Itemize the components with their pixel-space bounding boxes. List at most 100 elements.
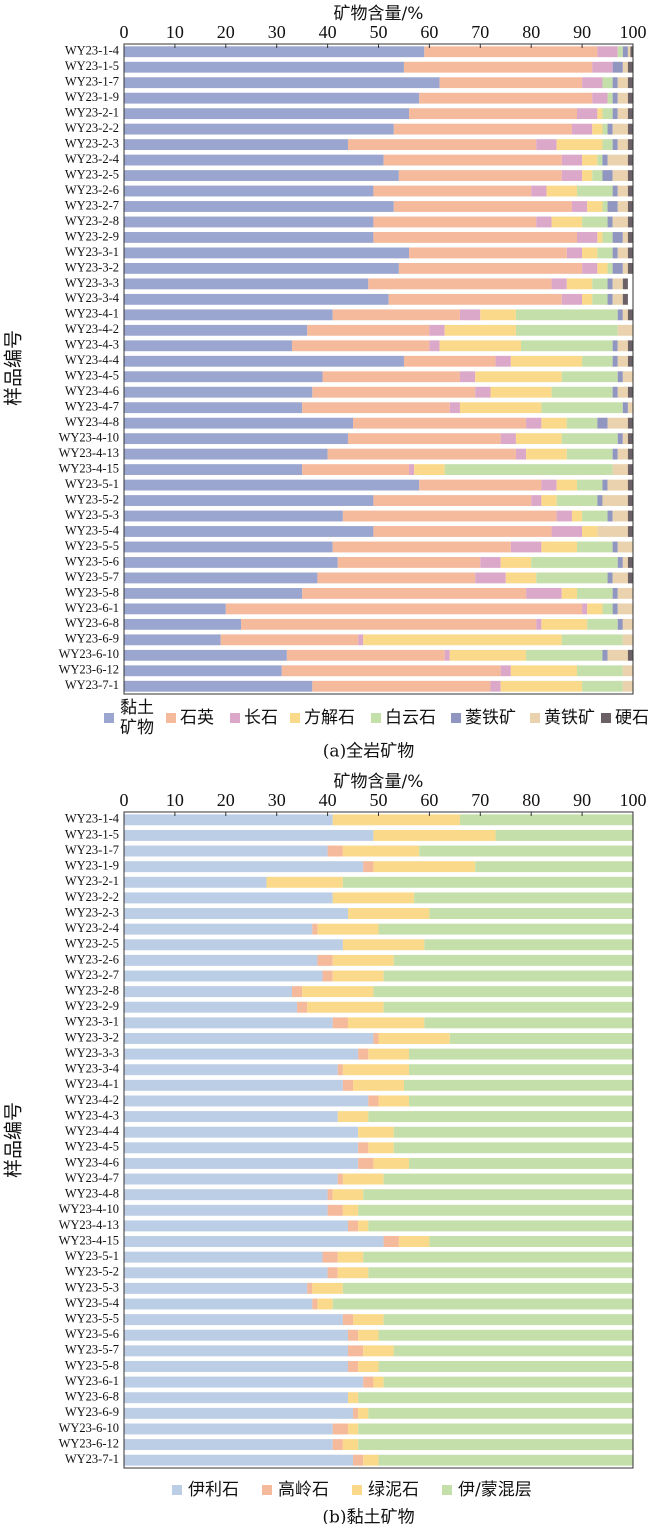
bar-segment <box>627 262 633 274</box>
bar-segment <box>597 526 628 537</box>
x-tick-label: 100 <box>620 22 647 42</box>
category-label: WY23-5-3 <box>65 1280 119 1294</box>
bar-segment <box>393 1126 633 1138</box>
bar-segment <box>358 1392 633 1404</box>
bar-segment <box>124 495 374 506</box>
bar-segment <box>302 986 374 998</box>
bar-segment <box>398 1236 430 1247</box>
bar-segment <box>449 1033 633 1044</box>
legend-label: 方解石 <box>304 708 355 728</box>
bar-segment <box>627 216 633 228</box>
category-label: WY23-3-1 <box>65 1015 119 1029</box>
legend-label: 白云石 <box>385 708 436 728</box>
bar-segment <box>342 1282 633 1294</box>
bar-segment <box>342 939 425 951</box>
category-label: WY23-5-8 <box>65 1358 119 1372</box>
bar-segment <box>124 309 333 321</box>
bar-segment <box>124 1267 328 1279</box>
bar-segment <box>124 603 226 615</box>
bar-segment <box>124 1282 308 1294</box>
bar-segment <box>124 170 399 181</box>
bar-segment <box>561 170 583 181</box>
legend-label: 长石 <box>244 708 278 728</box>
bar-segment <box>124 1220 348 1232</box>
bar-segment <box>627 247 633 259</box>
bar-segment <box>551 386 613 398</box>
bar-segment <box>124 939 343 951</box>
legend-swatch <box>352 1485 362 1495</box>
legend-swatch <box>172 1485 182 1495</box>
bar-segment <box>286 649 445 661</box>
category-label: WY23-2-5 <box>65 167 119 181</box>
bar-segment <box>617 324 633 336</box>
category-label: WY23-6-8 <box>65 1390 119 1404</box>
bar-segment <box>322 1251 338 1263</box>
bar-segment <box>622 371 633 383</box>
bar-segment <box>302 402 450 414</box>
bar-segment <box>363 634 562 646</box>
bar-segment <box>317 923 379 935</box>
bar-segment <box>124 572 318 584</box>
bar-segment <box>124 970 323 982</box>
category-label: WY23-2-3 <box>65 136 119 150</box>
bar-segment <box>317 954 333 966</box>
bar-segment <box>291 340 430 352</box>
bar-segment <box>124 1017 333 1029</box>
bar-segment <box>612 61 623 73</box>
x-tick-label: 30 <box>268 790 286 810</box>
bar-segment <box>622 665 633 677</box>
bar-segment <box>617 448 628 460</box>
bar-segment <box>124 680 313 692</box>
bar-segment <box>531 495 542 506</box>
category-label: WY23-3-4 <box>65 1062 120 1076</box>
bar-segment <box>124 433 348 445</box>
bar-segment <box>383 1236 399 1247</box>
bar-segment <box>627 185 633 197</box>
bar-segment <box>398 262 583 274</box>
bar-segment <box>368 278 552 290</box>
bar-segment <box>627 170 633 181</box>
bar-segment <box>124 448 328 460</box>
bar-segment <box>515 433 562 445</box>
category-label: WY23-4-8 <box>65 1187 119 1201</box>
x-tick-label: 30 <box>268 22 286 42</box>
bar-segment <box>124 77 440 89</box>
bar-segment <box>409 1157 633 1169</box>
bar-segment <box>592 61 613 73</box>
bar-segment <box>373 1033 379 1044</box>
bar-segment <box>592 278 608 290</box>
category-label: WY23-4-6 <box>65 1155 119 1169</box>
bar-segment <box>571 201 588 212</box>
bar-segment <box>612 139 618 151</box>
bar-segment <box>622 262 628 274</box>
x-axis-title: 矿物含量/% <box>334 4 424 24</box>
legend-label: 石英 <box>180 708 214 728</box>
bar-segment <box>582 680 623 692</box>
bar-segment <box>393 123 572 135</box>
bar-segment <box>409 1064 633 1076</box>
bar-segment <box>582 603 588 615</box>
bar-segment <box>627 510 633 522</box>
bar-segment <box>363 861 374 873</box>
bar-segment <box>342 1439 359 1451</box>
category-label: WY23-1-7 <box>65 75 119 89</box>
bar-segment <box>561 293 583 305</box>
bar-segment <box>490 680 501 692</box>
bar-segment <box>322 371 460 383</box>
bar-segment <box>378 1454 633 1466</box>
bar-segment <box>124 139 348 151</box>
bar-segment <box>602 154 608 166</box>
bar-segment <box>612 92 618 104</box>
category-label: WY23-2-3 <box>65 905 119 919</box>
bar-segment <box>342 1173 384 1185</box>
category-label: WY23-4-3 <box>65 1108 119 1122</box>
bar-segment <box>124 386 313 398</box>
bar-segment <box>627 417 633 429</box>
bar-segment <box>124 541 333 553</box>
category-label: WY23-5-6 <box>65 554 119 568</box>
bar-segment <box>124 1142 359 1154</box>
category-label: WY23-2-5 <box>65 937 119 951</box>
category-label: WY23-2-8 <box>65 983 119 997</box>
bar-segment <box>612 247 618 259</box>
